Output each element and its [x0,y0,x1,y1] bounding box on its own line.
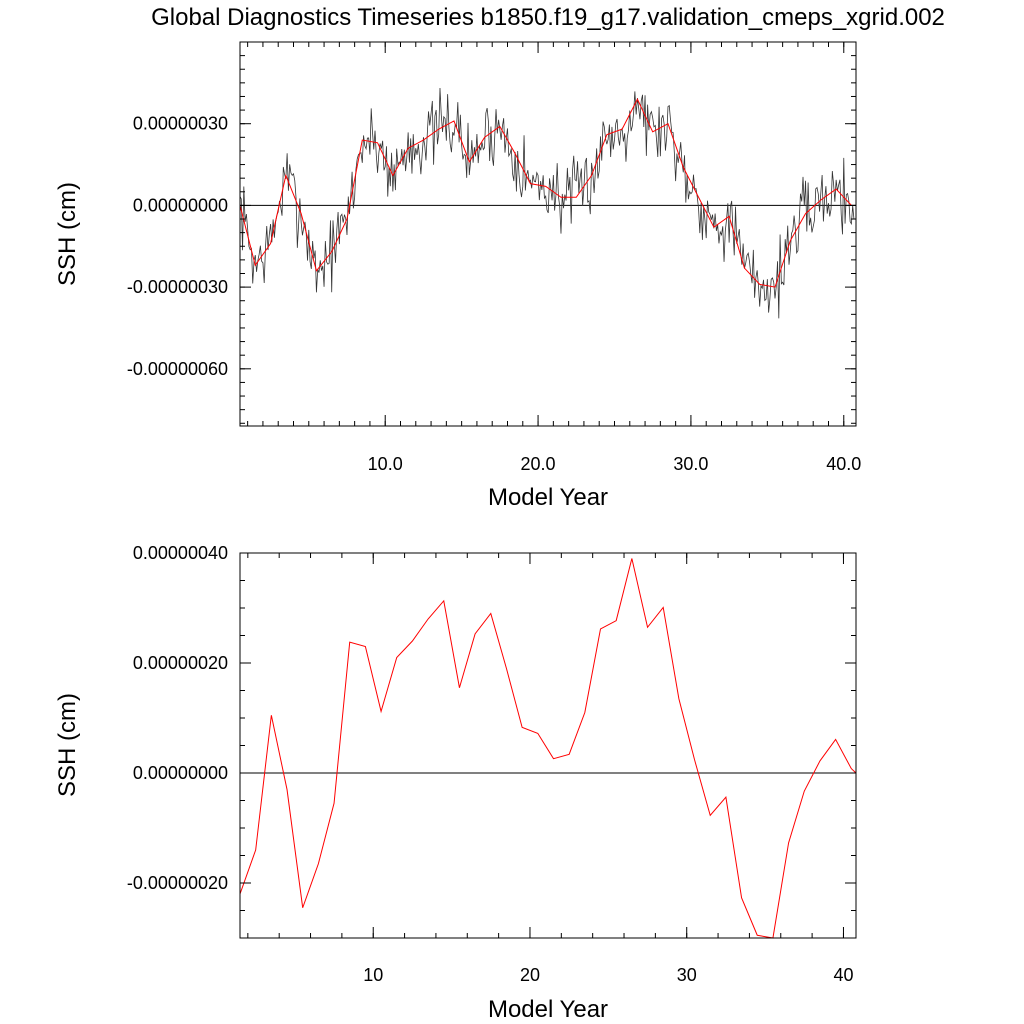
bottom-y-axis-label: SSH (cm) [54,693,81,797]
x-tick-label: 30 [677,965,697,985]
y-tick-label: 0.00000040 [133,543,228,563]
chart-title: Global Diagnostics Timeseries b1850.f19_… [151,4,945,31]
top-panel: 10.0 20.0 30.0 40.0 -0.00000060 -0.00000030 0.… [54,41,861,511]
bottom-panel: 10 20 30 40 -0.00000020 0.00000000 0.00000020 0… [54,543,857,1023]
x-tick-label: 40.0 [826,454,861,474]
annual-mean-series-line [239,558,857,939]
x-tick-label: 20.0 [521,454,556,474]
bottom-plot-frame [239,552,857,939]
x-tick-label: 40 [833,965,853,985]
x-tick-label: 20 [520,965,540,985]
top-y-axis-label: SSH (cm) [54,182,81,286]
y-tick-label: -0.00000030 [127,277,228,297]
x-tick-label: 10 [363,965,383,985]
y-tick-label: 0.00000020 [133,653,228,673]
y-tick-label: 0.00000000 [133,763,228,783]
y-tick-label: -0.00000060 [127,359,228,379]
top-plot-frame [239,41,857,427]
top-x-axis-label: Model Year [488,484,608,511]
y-tick-label: 0.00000000 [133,195,228,215]
x-tick-label: 30.0 [673,454,708,474]
y-tick-label: 0.00000030 [133,114,228,134]
monthly-series-line [239,88,855,319]
x-tick-label: 10.0 [368,454,403,474]
bottom-x-axis-label: Model Year [488,996,608,1023]
annual-mean-series-line [239,98,852,288]
y-tick-label: -0.00000020 [127,873,228,893]
